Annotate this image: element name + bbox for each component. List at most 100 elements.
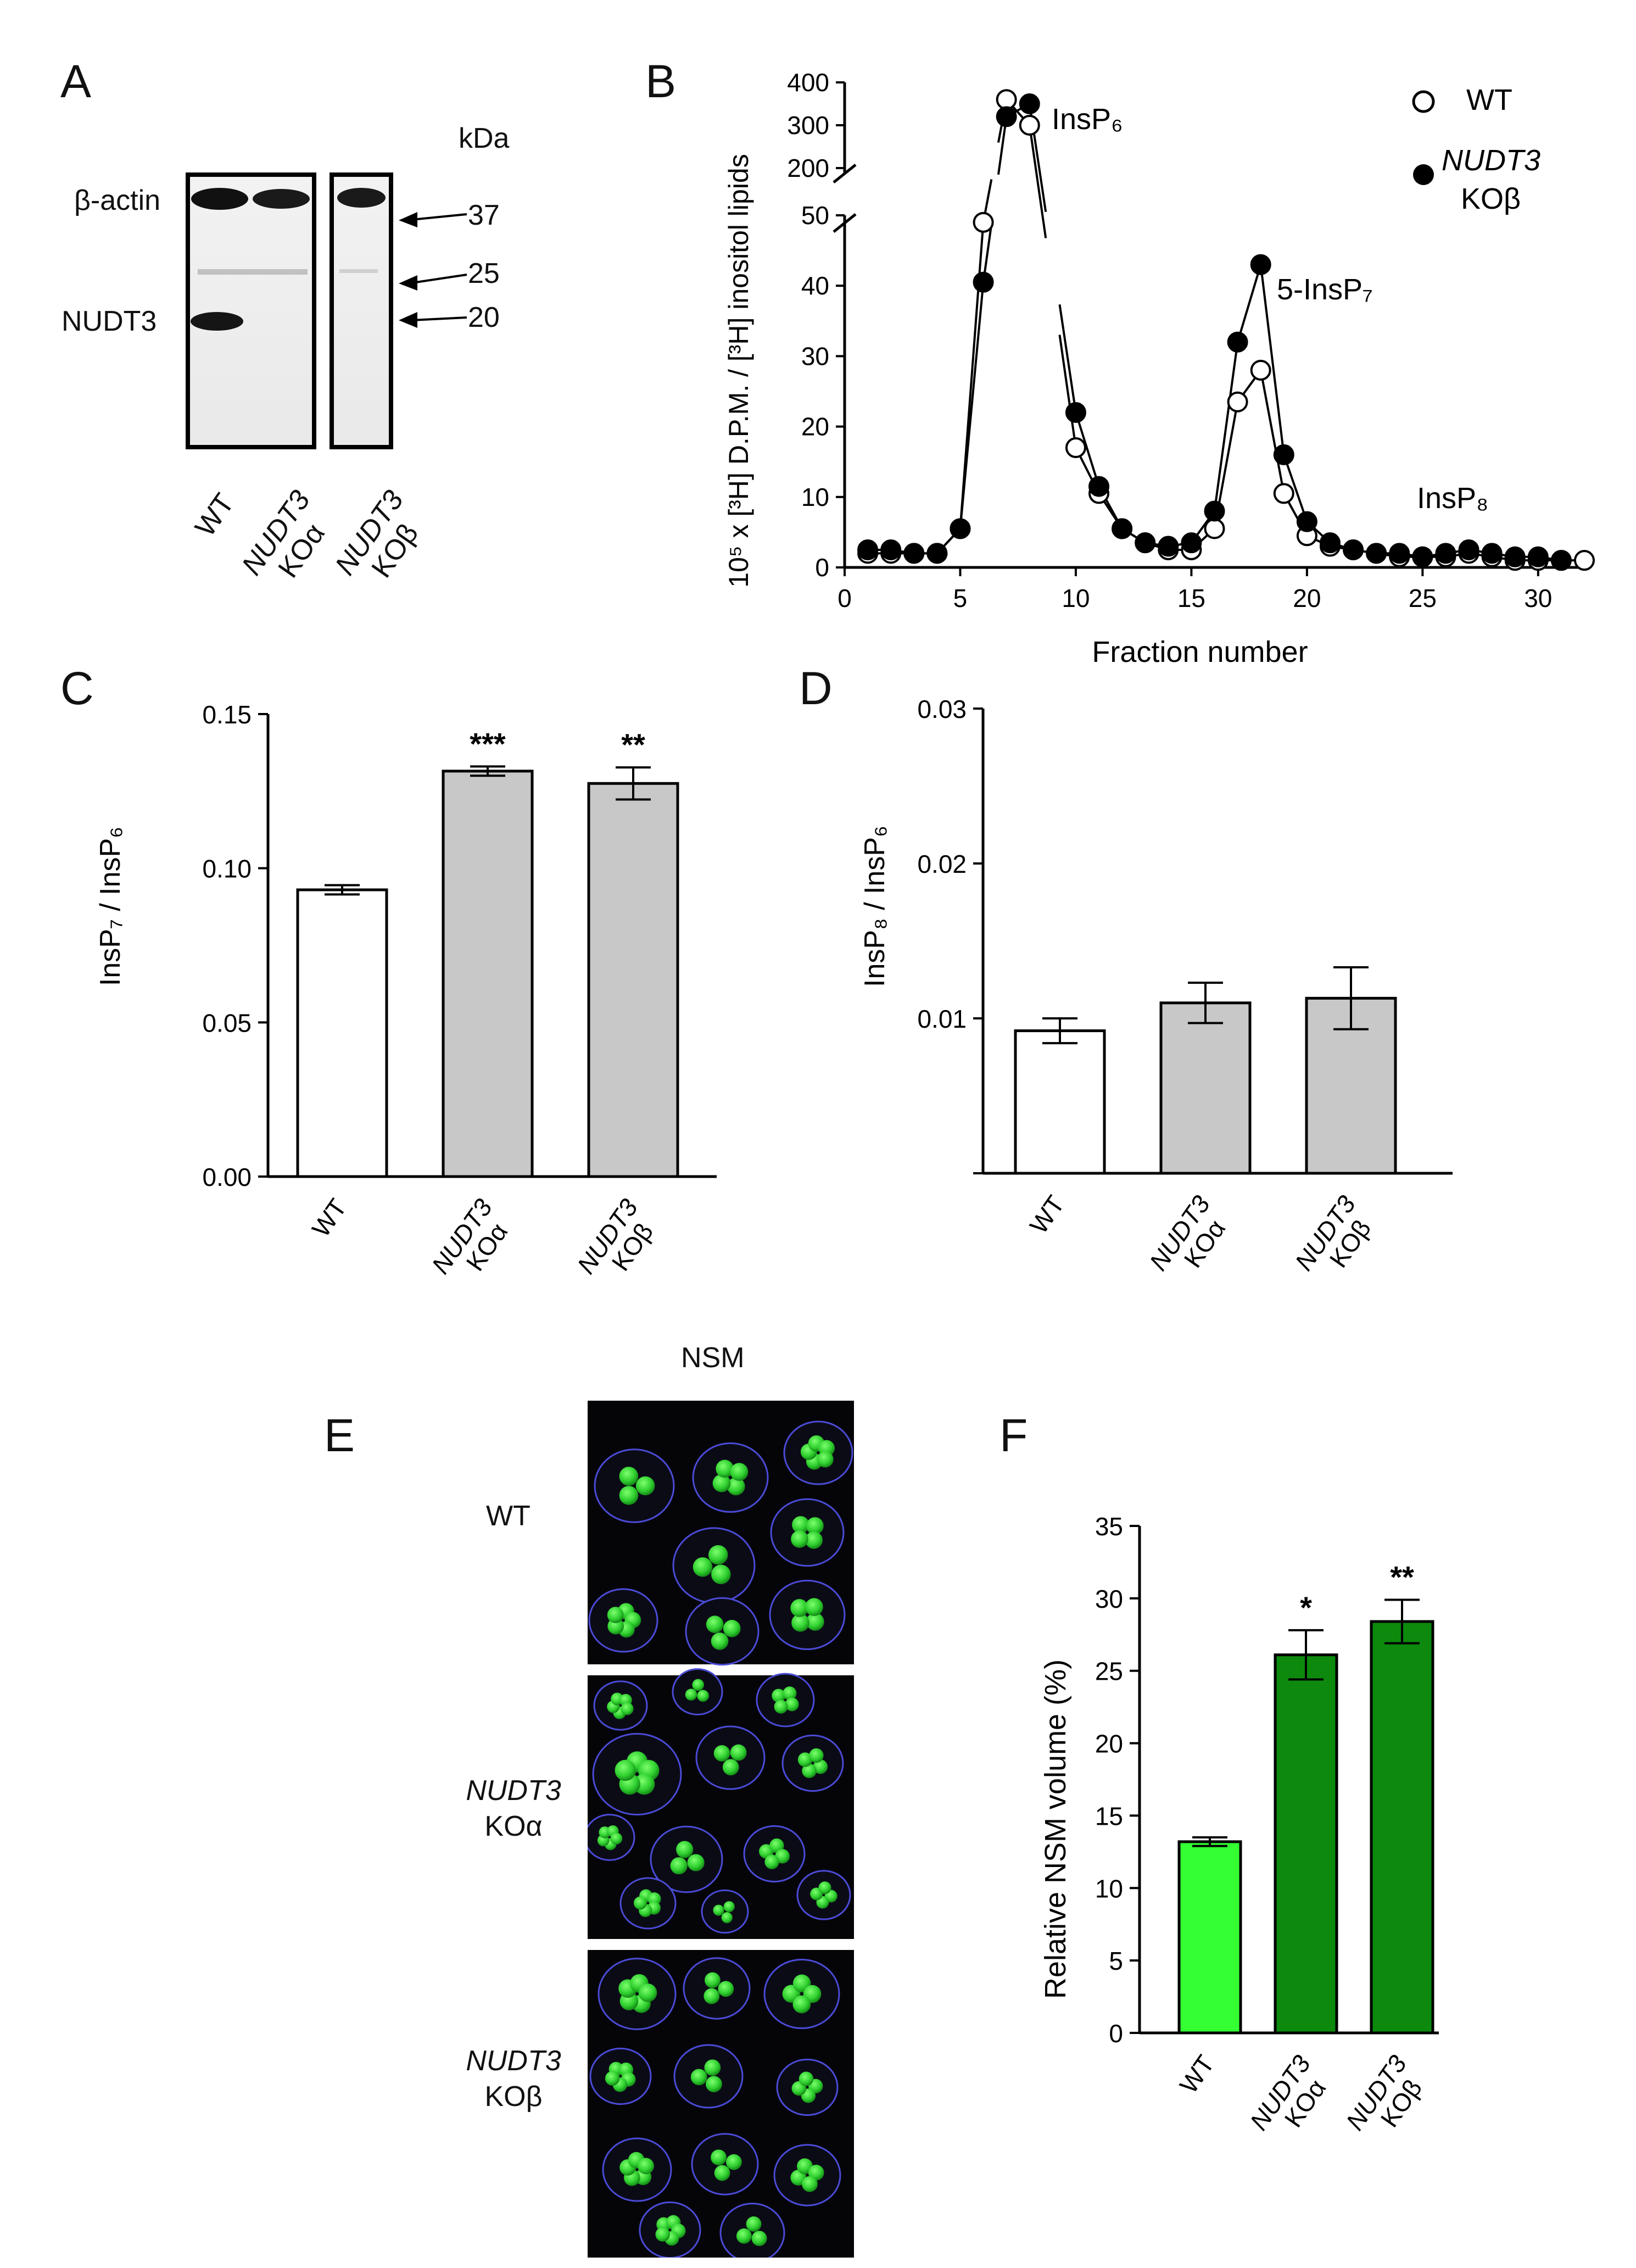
nuclear-speckle <box>772 1689 786 1703</box>
b-y-tick-label: 30 <box>801 342 829 370</box>
marker-25: 25 <box>468 258 500 289</box>
y-tick-label: 15 <box>1095 1802 1123 1830</box>
category-label-0: WT <box>1174 2050 1220 2098</box>
cell-membrane <box>796 1870 851 1920</box>
data-point-ko <box>1019 93 1040 114</box>
data-point-wt <box>1574 550 1595 571</box>
significance-stars: ** <box>1390 1559 1414 1594</box>
nuclear-speckle <box>633 1773 655 1795</box>
b-axis-break-mark <box>833 164 857 183</box>
panel-e: E NSM WT NUDT3 KOα NUDT3 KOβ <box>0 1307 934 2268</box>
nuclear-speckle <box>619 1486 639 1505</box>
nuclear-speckle <box>736 2228 752 2244</box>
b-x-tick-label: 25 <box>1409 584 1437 612</box>
b-y-tick-label: 10 <box>801 483 829 511</box>
f-ylabel: Relative NSM volume (%) <box>1039 1659 1072 1999</box>
data-point-ko <box>1250 254 1271 275</box>
blot-membrane-right <box>330 172 393 449</box>
cell-membrane <box>685 1597 760 1666</box>
cell-membrane <box>783 1420 853 1485</box>
data-point-ko <box>1389 543 1410 564</box>
data-point-ko <box>1504 546 1526 567</box>
d-ylabel: InsP₈ / InsP₆ <box>859 826 891 987</box>
b-ylabel: 10⁵ x [³H] D.P.M. / [³H] inositol lipids <box>723 154 754 587</box>
nuclear-speckle <box>703 1988 720 2004</box>
cell-membrane <box>773 2144 841 2206</box>
b-y-tick-label: 200 <box>787 154 829 182</box>
nuclear-speckle <box>764 1854 779 1869</box>
nuclear-speckle <box>722 1759 739 1776</box>
nuclear-speckle <box>802 1763 817 1779</box>
nuclear-speckle <box>712 1474 731 1492</box>
c-ylabel: InsP₇ / InsP₆ <box>94 827 126 986</box>
cell-membrane <box>743 1825 806 1883</box>
nuclear-speckle <box>607 1607 624 1624</box>
y-tick-label: 0.10 <box>202 855 252 883</box>
cell-membrane <box>692 1442 769 1513</box>
nuclear-speckle <box>692 1679 705 1691</box>
legend-ko-marker <box>1413 164 1434 185</box>
b-xlabel: Fraction number <box>1092 636 1308 668</box>
nuclear-speckle <box>704 2059 721 2076</box>
nuclear-speckle <box>711 1564 731 1585</box>
b-x-tick-label: 20 <box>1293 584 1321 612</box>
bar-0 <box>1177 1840 1242 2035</box>
data-point-wt <box>973 211 994 233</box>
data-point-ko <box>1458 539 1479 560</box>
marker-arrows <box>399 212 467 328</box>
nuclear-speckle <box>790 1599 808 1617</box>
nuclear-speckle <box>806 1517 824 1535</box>
data-point-wt <box>1227 391 1248 413</box>
series-line-ko <box>868 224 993 555</box>
data-point-ko <box>1366 543 1387 564</box>
b-x-tick-label: 5 <box>953 584 968 612</box>
y-tick-label: 35 <box>1095 1512 1123 1541</box>
cell-membrane <box>672 1668 723 1715</box>
panel-f: F Relative NSM volume (%) 0 5 10 15 20 25 30 35… <box>934 1307 1636 2268</box>
nuclear-speckle <box>638 1983 657 2002</box>
nuclear-speckle <box>730 1744 747 1761</box>
nuclear-speckle <box>621 1702 634 1715</box>
cell-membrane <box>695 1725 766 1790</box>
nuclear-speckle <box>713 1904 724 1916</box>
data-point-ko <box>1181 532 1202 554</box>
nuclear-speckle <box>638 2158 654 2175</box>
cell-membrane <box>770 1498 845 1567</box>
data-point-ko <box>950 518 971 539</box>
actin-band-wt <box>191 188 248 210</box>
y-tick-label: 10 <box>1095 1874 1123 1903</box>
data-point-ko <box>1412 546 1433 567</box>
row-label-kob: NUDT3 KOβ <box>461 2043 566 2115</box>
cell-membrane <box>781 1734 844 1792</box>
data-point-ko <box>1204 500 1225 522</box>
b-series <box>857 89 1595 571</box>
nuclear-speckle <box>685 1689 697 1701</box>
b-axis-break-mark <box>833 213 857 233</box>
marker-37: 37 <box>468 199 500 231</box>
row-label-wt: WT <box>486 1500 531 1532</box>
row-label-koa-gene: NUDT3 <box>466 1775 561 1807</box>
b-y-tick-label: 400 <box>787 68 829 97</box>
nuclear-speckle <box>706 2076 722 2093</box>
legend-ko-gene: NUDT3 <box>1442 144 1540 177</box>
row-label-koa: NUDT3 KOα <box>461 1773 566 1845</box>
data-point-ko <box>1273 444 1294 465</box>
annotation-insp8: InsP₈ <box>1417 482 1488 515</box>
bar-0 <box>1014 1029 1106 1175</box>
cell-membrane <box>592 1732 682 1816</box>
cell-membrane <box>593 1680 648 1731</box>
data-point-ko <box>1296 511 1317 532</box>
y-tick-label: 0.05 <box>202 1008 252 1037</box>
b-y-tick-label: 40 <box>801 271 829 300</box>
nuclear-speckle <box>791 1614 809 1632</box>
b-x-tick-label: 15 <box>1177 584 1205 612</box>
nuclear-speckle <box>805 1531 823 1549</box>
y-tick-label: 5 <box>1109 1947 1123 1975</box>
panel-b: B Fraction number 10⁵ x [³H] D.P.M. / [³… <box>0 0 1636 687</box>
nuclear-speckle <box>690 2069 707 2086</box>
cell-membrane <box>683 1957 751 2020</box>
bar-0 <box>296 888 388 1178</box>
category-label-1: NUDT3KOα <box>426 1194 520 1291</box>
bar-2 <box>1370 1620 1434 2035</box>
category-label-2: NUDT3KOβ <box>572 1194 665 1291</box>
